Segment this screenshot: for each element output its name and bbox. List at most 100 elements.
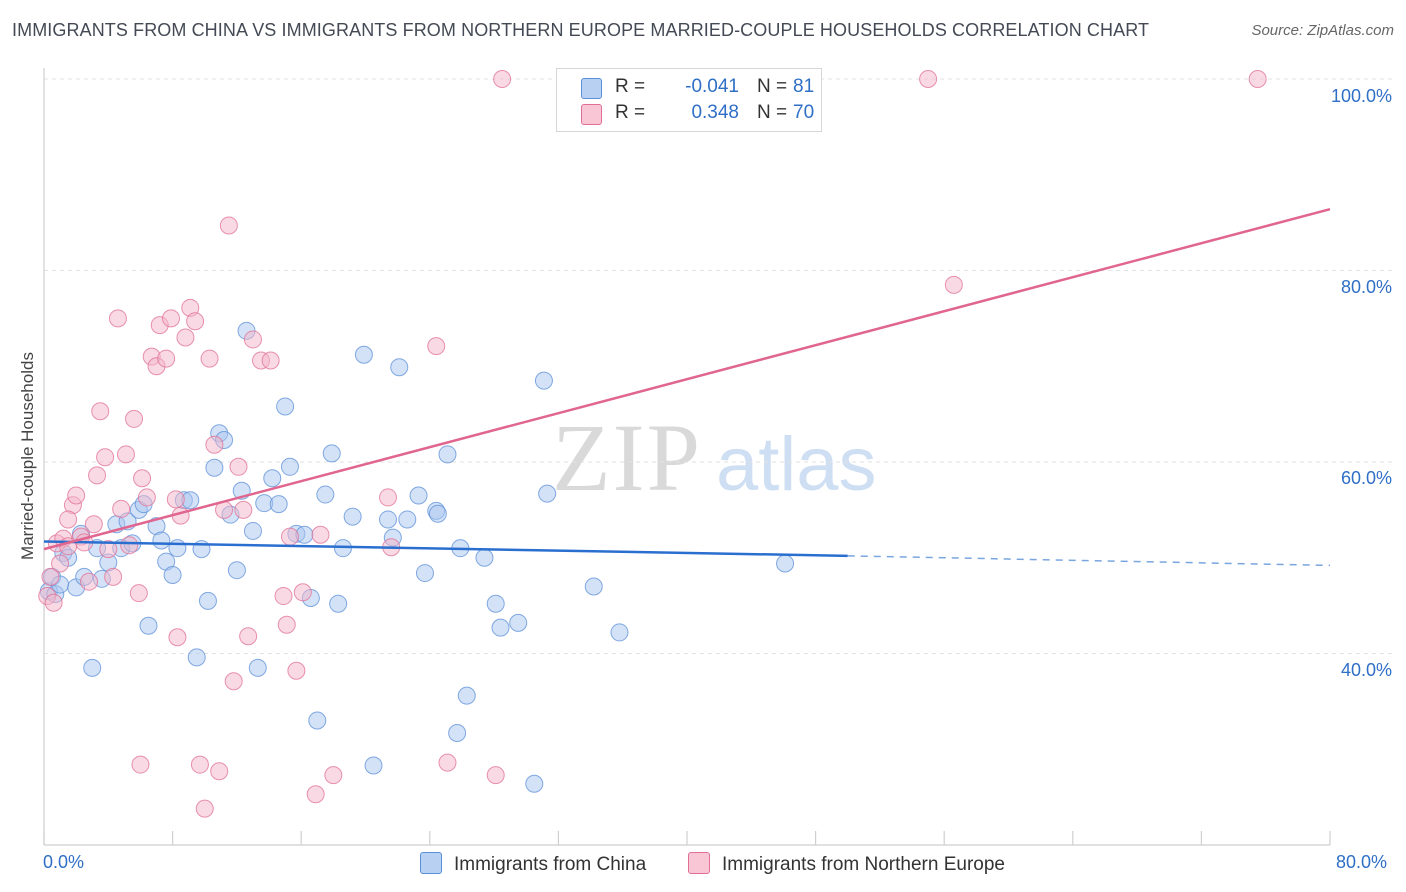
data-point-china — [322, 444, 341, 463]
data-point-europe — [311, 525, 330, 544]
data-point-europe — [125, 409, 144, 428]
data-point-europe — [205, 435, 224, 454]
data-point-china — [415, 564, 434, 583]
data-point-europe — [84, 515, 103, 534]
data-point-europe — [88, 466, 107, 485]
data-point-europe — [157, 349, 176, 368]
data-point-europe — [229, 457, 248, 476]
data-point-china — [308, 711, 327, 730]
data-point-china — [329, 594, 348, 613]
bottom-legend-label-europe: Immigrants from Northern Europe — [722, 854, 1005, 875]
data-point-china — [584, 577, 603, 596]
data-point-europe — [224, 672, 243, 691]
series-europe-points — [38, 70, 1267, 818]
data-point-europe — [438, 753, 457, 772]
correlation-legend: R = -0.041 N = 81 R = 0.348 N = 70 — [556, 68, 822, 132]
data-point-europe — [919, 70, 938, 88]
watermark-zip: ZIP — [552, 404, 702, 511]
data-point-china — [263, 469, 282, 488]
data-point-europe — [280, 527, 299, 546]
watermark-atlas: atlas — [716, 422, 877, 507]
legend-n-value-china: 81 — [793, 76, 815, 97]
data-point-china — [398, 510, 417, 529]
data-point-europe — [131, 755, 150, 774]
axes — [43, 68, 1331, 846]
y-tick-label-100: 100.0% — [1330, 86, 1392, 106]
data-point-china — [343, 507, 362, 526]
data-point-china — [491, 618, 510, 637]
data-point-europe — [91, 402, 110, 421]
bottom-legend-europe: Immigrants from Northern Europe — [688, 852, 1005, 876]
data-point-china — [139, 616, 158, 635]
data-point-europe — [41, 567, 60, 586]
data-point-europe — [234, 500, 253, 519]
data-point-europe — [112, 499, 131, 518]
data-point-europe — [108, 309, 127, 328]
data-point-china — [333, 539, 352, 558]
data-point-china — [364, 756, 383, 775]
data-point-china — [538, 484, 557, 503]
data-point-china — [776, 554, 795, 573]
data-point-china — [475, 548, 494, 567]
source-credit: Source: ZipAtlas.com — [1251, 22, 1394, 39]
data-point-china — [227, 561, 246, 580]
data-point-europe — [1248, 70, 1267, 88]
data-point-europe — [427, 337, 446, 356]
data-point-europe — [168, 628, 187, 647]
data-point-europe — [195, 799, 214, 818]
data-point-europe — [243, 330, 262, 349]
bottom-legend-swatch-europe — [688, 852, 710, 874]
data-point-europe — [166, 490, 185, 509]
watermark: ZIP atlas — [552, 404, 877, 511]
data-point-europe — [219, 216, 238, 235]
legend-n-label-china: N = — [757, 76, 788, 97]
data-point-europe — [116, 445, 135, 464]
data-point-china — [269, 495, 288, 514]
data-point-europe — [161, 309, 180, 328]
data-point-china — [525, 774, 544, 793]
trend-line-china — [43, 540, 848, 558]
data-point-china — [486, 594, 505, 613]
data-point-china — [205, 458, 224, 477]
data-point-china — [198, 591, 217, 610]
data-point-europe — [59, 510, 78, 529]
data-point-europe — [96, 448, 115, 467]
data-point-china — [152, 531, 171, 550]
data-point-europe — [274, 587, 293, 606]
data-point-china — [457, 686, 476, 705]
legend-r-label-europe: R = — [615, 102, 646, 123]
data-point-china — [610, 623, 629, 642]
grid-lines — [44, 78, 1392, 654]
data-point-china — [438, 445, 457, 464]
data-point-europe — [293, 583, 312, 602]
data-point-europe — [80, 572, 99, 591]
data-point-europe — [261, 351, 280, 370]
legend-r-value-china: -0.041 — [685, 76, 739, 97]
data-point-china — [534, 371, 553, 390]
y-tick-label-40: 40.0% — [1340, 660, 1392, 680]
data-point-europe — [137, 488, 156, 507]
series-china-points — [39, 321, 795, 793]
data-point-europe — [486, 766, 505, 785]
data-point-europe — [944, 275, 963, 294]
data-point-europe — [104, 567, 123, 586]
data-point-china — [280, 457, 299, 476]
legend-r-value-europe: 0.348 — [691, 102, 739, 123]
data-point-europe — [186, 312, 205, 331]
data-point-europe — [277, 615, 296, 634]
data-point-china — [187, 648, 206, 667]
x-tick-label-min: 0.0% — [43, 852, 85, 872]
data-point-europe — [67, 486, 86, 505]
data-point-europe — [120, 536, 139, 555]
trend-line-europe — [43, 208, 1331, 551]
legend-swatch-china — [581, 78, 602, 99]
data-point-china — [168, 539, 187, 558]
data-point-europe — [133, 469, 152, 488]
data-point-europe — [129, 584, 148, 603]
data-point-europe — [99, 540, 118, 559]
data-point-europe — [176, 328, 195, 347]
data-point-europe — [190, 755, 209, 774]
y-tick-label-60: 60.0% — [1340, 468, 1392, 488]
data-point-china — [248, 658, 267, 677]
